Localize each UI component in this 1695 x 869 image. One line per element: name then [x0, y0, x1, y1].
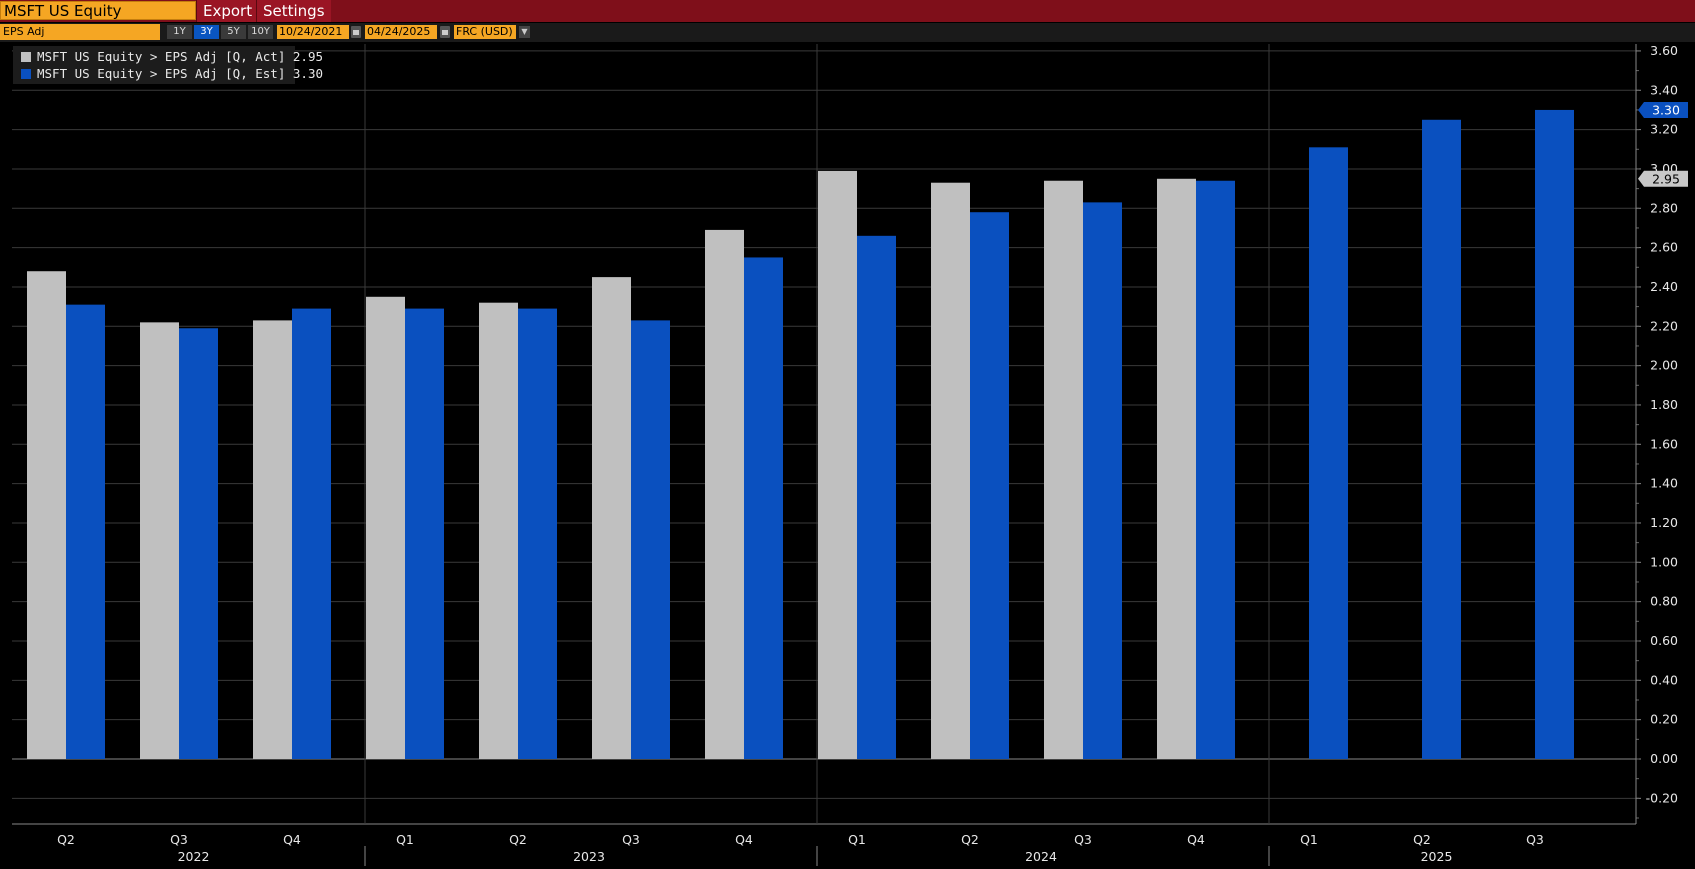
x-tick-label-4: Q2 — [509, 832, 527, 847]
bar-estimate-13 — [1535, 109, 1574, 759]
x-tick-label-3: Q1 — [396, 832, 414, 847]
bar-estimate-2 — [292, 308, 331, 759]
range-1y-button[interactable]: 1Y — [167, 25, 192, 39]
bar-estimate-3 — [405, 308, 444, 759]
bar-actual-6 — [705, 229, 744, 759]
legend-label-estimate: MSFT US Equity > EPS Adj [Q, Est] — [37, 66, 286, 81]
legend-swatch-estimate — [21, 69, 31, 79]
legend-swatch-actual — [21, 52, 31, 62]
y-tick-label-7: 1.20 — [1650, 515, 1678, 530]
bar-estimate-10 — [1196, 180, 1235, 759]
x-tick-label-2: Q4 — [283, 832, 301, 847]
y-tick-label-18: 3.40 — [1650, 82, 1678, 97]
bar-actual-4 — [479, 302, 518, 759]
last-value-marker-actual — [1638, 170, 1688, 187]
export-button[interactable]: Export — [196, 0, 263, 22]
y-tick-label-14: 2.60 — [1650, 240, 1678, 255]
y-tick-label-1: 0.00 — [1650, 751, 1678, 766]
bar-actual-9 — [1044, 180, 1083, 759]
bar-estimate-8 — [970, 212, 1009, 759]
y-tick-label-6: 1.00 — [1650, 554, 1678, 569]
year-label-3: 2025 — [1421, 849, 1453, 864]
bar-actual-10 — [1157, 178, 1196, 759]
x-tick-label-1: Q3 — [170, 832, 188, 847]
chevron-down-icon[interactable]: ▼ — [519, 26, 530, 38]
year-label-1: 2023 — [573, 849, 605, 864]
y-tick-label-4: 0.60 — [1650, 633, 1678, 648]
bar-estimate-7 — [857, 235, 896, 759]
legend-value-actual: 2.95 — [292, 49, 323, 64]
x-tick-label-12: Q2 — [1413, 832, 1431, 847]
bar-estimate-5 — [631, 320, 670, 759]
range-3y-button[interactable]: 3Y — [194, 25, 219, 39]
x-tick-label-7: Q1 — [848, 832, 866, 847]
bar-actual-1 — [140, 322, 179, 759]
settings-button[interactable]: Settings — [256, 0, 331, 22]
x-tick-label-0: Q2 — [57, 832, 75, 847]
x-tick-label-10: Q4 — [1187, 832, 1205, 847]
last-value-label-estimate: 3.30 — [1652, 102, 1680, 117]
legend-item-estimate[interactable]: MSFT US Equity > EPS Adj [Q, Est] 3.30 — [21, 65, 323, 82]
bar-estimate-6 — [744, 257, 783, 759]
bar-estimate-0 — [66, 304, 105, 759]
currency-select[interactable]: FRC (USD) — [454, 25, 516, 39]
y-tick-label-15: 2.80 — [1650, 200, 1678, 215]
chart-legend: MSFT US Equity > EPS Adj [Q, Act] 2.95 M… — [13, 46, 323, 84]
bar-estimate-9 — [1083, 202, 1122, 759]
y-tick-label-5: 0.80 — [1650, 594, 1678, 609]
end-calendar-icon[interactable] — [440, 26, 450, 38]
y-tick-label-19: 3.60 — [1650, 43, 1678, 58]
bar-estimate-11 — [1309, 147, 1348, 759]
start-calendar-icon[interactable] — [351, 26, 361, 38]
bar-actual-5 — [592, 277, 631, 759]
field-input[interactable]: EPS Adj — [0, 24, 160, 40]
title-bar: MSFT US Equity Export Settings — [0, 0, 1695, 22]
y-tick-label-17: 3.20 — [1650, 122, 1678, 137]
last-value-label-actual: 2.95 — [1652, 171, 1680, 186]
bar-estimate-4 — [518, 308, 557, 759]
chart-toolbar: EPS Adj 1Y 3Y 5Y 10Y 10/24/2021 04/24/20… — [0, 23, 1695, 42]
legend-item-actual[interactable]: MSFT US Equity > EPS Adj [Q, Act] 2.95 — [21, 48, 323, 65]
ticker-field[interactable]: MSFT US Equity — [0, 1, 196, 20]
bar-estimate-12 — [1422, 119, 1461, 759]
bar-actual-0 — [27, 271, 66, 759]
x-tick-label-13: Q3 — [1526, 832, 1544, 847]
legend-label-actual: MSFT US Equity > EPS Adj [Q, Act] — [37, 49, 286, 64]
x-tick-label-5: Q3 — [622, 832, 640, 847]
y-tick-label-2: 0.20 — [1650, 712, 1678, 727]
y-tick-label-11: 2.00 — [1650, 358, 1678, 373]
x-tick-label-8: Q2 — [961, 832, 979, 847]
y-tick-label-3: 0.40 — [1650, 672, 1678, 687]
x-tick-label-6: Q4 — [735, 832, 753, 847]
y-tick-label-12: 2.20 — [1650, 318, 1678, 333]
bar-estimate-1 — [179, 328, 218, 759]
last-value-marker-estimate — [1638, 101, 1688, 118]
y-tick-label-8: 1.40 — [1650, 476, 1678, 491]
end-date-field[interactable]: 04/24/2025 — [365, 25, 437, 39]
range-5y-button[interactable]: 5Y — [221, 25, 246, 39]
bar-actual-8 — [931, 182, 970, 759]
bar-actual-2 — [253, 320, 292, 759]
bar-actual-3 — [366, 296, 405, 759]
x-tick-label-9: Q3 — [1074, 832, 1092, 847]
y-tick-label-9: 1.60 — [1650, 436, 1678, 451]
range-10y-button[interactable]: 10Y — [248, 25, 273, 39]
legend-value-estimate: 3.30 — [292, 66, 323, 81]
y-tick-label-0: -0.20 — [1646, 790, 1678, 805]
x-tick-label-11: Q1 — [1300, 832, 1318, 847]
y-tick-label-10: 1.80 — [1650, 397, 1678, 412]
year-label-0: 2022 — [178, 849, 210, 864]
bar-actual-7 — [818, 170, 857, 759]
start-date-field[interactable]: 10/24/2021 — [277, 25, 349, 39]
y-tick-label-13: 2.40 — [1650, 279, 1678, 294]
year-label-2: 2024 — [1025, 849, 1057, 864]
